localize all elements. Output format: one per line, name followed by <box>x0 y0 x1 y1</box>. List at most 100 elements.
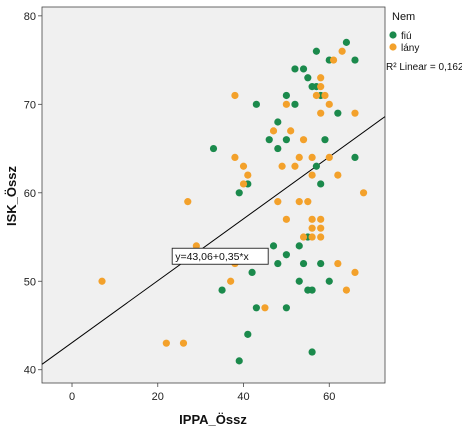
y-tick-label: 70 <box>24 99 36 111</box>
point-lany <box>299 233 308 241</box>
legend-label-lany: lány <box>401 43 419 54</box>
y-tick-label: 50 <box>24 276 36 288</box>
point-fiu <box>248 268 256 277</box>
point-lany <box>308 233 316 241</box>
points-layer <box>98 38 368 365</box>
point-lany <box>192 242 200 250</box>
point-fiu <box>252 100 260 108</box>
point-lany <box>184 198 192 206</box>
point-fiu <box>308 83 316 91</box>
point-fiu <box>209 144 218 153</box>
point-lany <box>278 162 286 170</box>
legend-title: Nem <box>392 11 415 23</box>
point-fiu <box>308 286 316 294</box>
point-fiu <box>299 259 308 268</box>
point-lany <box>317 74 325 82</box>
point-fiu <box>291 65 299 73</box>
point-lany <box>308 153 316 161</box>
point-fiu <box>312 47 320 55</box>
point-lany <box>317 215 325 223</box>
point-fiu <box>282 251 290 259</box>
point-lany <box>227 277 235 285</box>
y-axis-title: ISK_Össz <box>4 166 19 226</box>
point-lany <box>351 268 359 277</box>
point-lany <box>299 136 308 144</box>
point-lany <box>98 277 106 285</box>
point-fiu <box>317 180 325 188</box>
point-fiu <box>265 136 273 144</box>
point-lany <box>351 109 359 117</box>
point-fiu <box>351 153 359 161</box>
point-fiu <box>274 259 282 268</box>
point-lany <box>291 162 299 170</box>
point-lany <box>269 127 278 135</box>
point-lany <box>282 215 290 223</box>
x-tick-label: 20 <box>152 391 164 403</box>
point-fiu <box>295 277 303 285</box>
point-fiu <box>274 118 282 126</box>
point-fiu <box>218 286 226 294</box>
point-lany <box>295 198 303 206</box>
point-lany <box>317 233 325 241</box>
plot-background <box>41 6 386 384</box>
legend-marker-fiu <box>389 31 397 39</box>
point-lany <box>295 153 303 161</box>
point-lany <box>317 83 325 91</box>
point-fiu <box>321 136 329 144</box>
point-lany <box>317 224 325 232</box>
point-lany <box>334 259 342 268</box>
point-fiu <box>244 330 252 338</box>
point-lany <box>342 286 351 294</box>
point-lany <box>325 153 333 161</box>
point-lany <box>308 215 316 223</box>
fit-equation-label: y=43,06+0,35*x <box>175 251 249 263</box>
point-fiu <box>252 304 260 312</box>
point-fiu <box>342 38 351 46</box>
point-lany <box>179 339 188 347</box>
point-lany <box>317 109 325 117</box>
point-lany <box>338 47 346 55</box>
point-lany <box>244 171 252 179</box>
point-lany <box>231 91 239 100</box>
point-fiu <box>282 136 290 144</box>
x-tick-label: 40 <box>237 391 249 403</box>
legend-label-fiu: fiú <box>401 31 412 42</box>
point-lany <box>325 100 333 108</box>
point-lany <box>162 339 170 347</box>
point-fiu <box>282 304 290 312</box>
point-lany <box>321 91 329 100</box>
point-fiu <box>295 242 303 250</box>
point-fiu <box>299 65 308 73</box>
legend-r2-label: R² Linear = 0,162 <box>386 62 462 73</box>
point-lany <box>231 153 239 161</box>
point-fiu <box>312 162 320 170</box>
point-fiu <box>351 56 359 64</box>
x-tick-label: 60 <box>323 391 335 403</box>
point-fiu <box>235 357 243 365</box>
point-fiu <box>308 348 316 356</box>
y-tick-label: 80 <box>24 11 36 23</box>
point-lany <box>239 180 248 188</box>
point-lany <box>308 171 316 179</box>
point-fiu <box>282 91 290 100</box>
x-axis-title: IPPA_Össz <box>179 412 247 427</box>
point-fiu <box>334 109 342 117</box>
point-lany <box>304 198 312 206</box>
equation-layer: y=43,06+0,35*x <box>171 247 269 265</box>
point-fiu <box>274 144 282 153</box>
axis-ticks: 0 20 40 60 40 50 60 70 80 <box>24 11 336 403</box>
point-fiu <box>291 100 299 108</box>
point-lany <box>359 189 368 197</box>
point-lany <box>239 162 248 170</box>
y-tick-label: 60 <box>24 188 36 200</box>
point-fiu <box>269 242 278 250</box>
point-lany <box>329 56 338 64</box>
point-lany <box>274 198 282 206</box>
legend-marker-lany <box>389 43 397 51</box>
x-tick-label: 0 <box>69 391 75 403</box>
point-lany <box>287 127 295 135</box>
point-fiu <box>325 277 333 285</box>
legend: Nem fiú lány R² Linear = 0,162 <box>386 11 462 73</box>
point-lany <box>308 224 316 232</box>
